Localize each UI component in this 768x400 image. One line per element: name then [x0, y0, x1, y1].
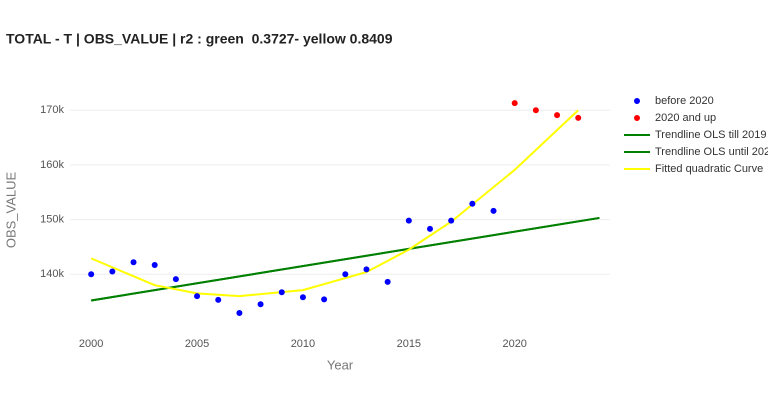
point — [130, 259, 137, 266]
y-tick-label: 160k — [40, 159, 64, 171]
legend-label: Trendline OLS till 2019 — [655, 129, 767, 141]
point — [257, 301, 264, 308]
x-tick-label: 2015 — [397, 338, 421, 350]
point — [469, 200, 476, 207]
line — [90, 109, 579, 298]
line — [91, 216, 600, 302]
legend-symbol — [634, 98, 640, 104]
legend-label: before 2020 — [655, 95, 714, 107]
x-tick-label: 2005 — [185, 338, 209, 350]
legend-symbol — [634, 115, 640, 121]
point — [384, 278, 391, 285]
x-tick-label: 2020 — [502, 338, 526, 350]
point — [554, 112, 561, 119]
point — [575, 114, 582, 121]
x-axis-title: Year — [327, 357, 354, 372]
point — [236, 310, 243, 317]
point — [427, 225, 433, 232]
y-tick-label: 140k — [40, 268, 64, 280]
point — [511, 100, 518, 107]
point — [405, 217, 412, 224]
point — [321, 296, 328, 303]
x-tick-label: 2000 — [79, 338, 103, 350]
y-axis-title: OBS_VALUE — [3, 172, 18, 249]
point — [172, 276, 179, 283]
point — [490, 207, 497, 214]
point — [88, 271, 95, 278]
chart-title: TOTAL - T | OBS_VALUE | r2 : green 0.372… — [6, 31, 393, 47]
point — [342, 271, 349, 278]
point — [363, 266, 370, 273]
point — [215, 296, 222, 303]
point — [151, 261, 158, 268]
legend-label: Trendline OLS until 2024 — [655, 146, 768, 158]
legend-label: 2020 and up — [655, 112, 716, 124]
x-tick-label: 2010 — [291, 338, 315, 350]
point — [278, 289, 285, 296]
point — [194, 293, 201, 300]
point — [532, 107, 539, 114]
legend-label: Fitted quadratic Curve — [655, 163, 763, 175]
point — [299, 294, 306, 301]
point — [448, 217, 455, 224]
y-tick-label: 170k — [40, 104, 64, 116]
y-tick-label: 150k — [40, 213, 64, 225]
point — [109, 268, 116, 275]
